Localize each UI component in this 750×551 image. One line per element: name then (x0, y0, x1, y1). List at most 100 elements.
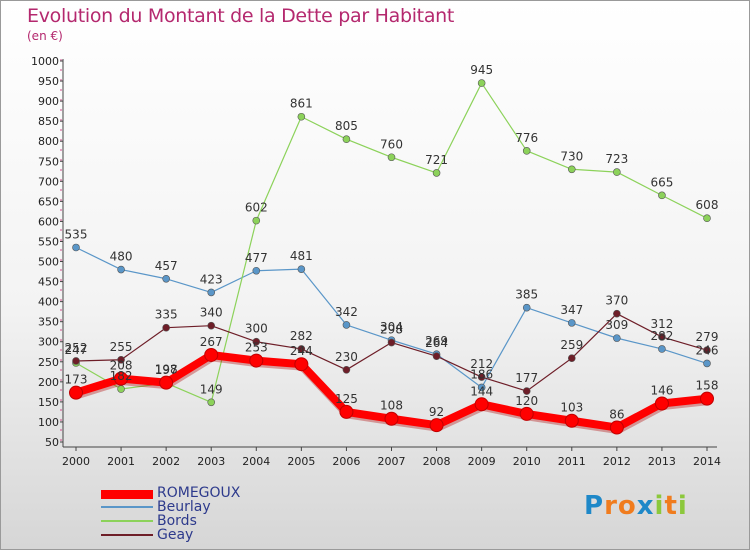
data-point-geay (522, 387, 531, 395)
data-label-beurlay: 535 (65, 227, 88, 241)
x-tick-label: 2011 (558, 455, 586, 468)
data-label-bords: 730 (560, 149, 583, 163)
data-point-beurlay (342, 321, 351, 329)
data-label-geay: 230 (335, 350, 358, 364)
legend-label-geay: Geay (157, 527, 194, 543)
data-point-geay (477, 373, 486, 381)
legend-item-beurlay: Beurlay (101, 499, 321, 515)
data-label-geay: 312 (650, 317, 673, 331)
data-label-geay: 370 (605, 294, 628, 308)
data-point-bords (297, 112, 306, 121)
series-line-bords (75, 82, 708, 403)
data-label-beurlay: 309 (605, 318, 628, 332)
y-tick-label: 350 (38, 316, 59, 329)
data-point-romegoux (609, 420, 624, 435)
data-label-geay: 252 (65, 341, 88, 355)
data-label-geay: 298 (380, 323, 403, 337)
y-tick-label: 800 (38, 135, 59, 148)
data-label-romegoux: 146 (650, 383, 673, 397)
data-point-bords (207, 398, 216, 407)
data-point-geay (613, 309, 621, 318)
data-point-geay (432, 352, 441, 360)
y-tick-label: 550 (38, 235, 59, 248)
data-point-geay (567, 354, 576, 362)
legend-swatch-bords (101, 520, 153, 522)
legend: ROMEGOUX Beurlay Bords Geay (101, 485, 321, 543)
y-tick-label: 950 (38, 75, 59, 88)
data-label-bords: 608 (696, 198, 719, 212)
x-tick-label: 2000 (62, 455, 90, 468)
data-label-beurlay: 269 (425, 334, 448, 348)
x-tick-label: 2001 (107, 455, 135, 468)
logo-letter: P (584, 491, 605, 521)
x-tick-label: 2007 (378, 455, 406, 468)
logo-letter: t (664, 491, 678, 521)
logo-letter: o (617, 491, 637, 521)
data-label-beurlay: 423 (200, 272, 223, 286)
data-label-bords: 247 (65, 343, 88, 357)
y-tick-label: 100 (38, 416, 59, 429)
x-tick-label: 2005 (287, 455, 315, 468)
y-tick-label: 450 (38, 276, 59, 289)
data-point-geay (117, 355, 125, 364)
data-label-bords: 721 (425, 153, 448, 167)
x-tick-label: 2014 (693, 455, 721, 468)
y-tick-label: 850 (38, 115, 59, 128)
data-label-geay: 177 (515, 371, 538, 385)
data-point-bords (522, 147, 531, 155)
data-label-beurlay: 186 (470, 367, 493, 381)
axes: 50 100 150 200 250 300 350 400 450 500 550 600 650 70… (31, 55, 721, 468)
data-point-romegoux (159, 375, 174, 390)
data-point-geay (72, 357, 80, 365)
data-point-romegoux (204, 347, 219, 362)
data-point-bords (477, 79, 486, 87)
chart-title: Evolution du Montant de la Dette par Hab… (27, 5, 455, 27)
data-label-romegoux: 244 (290, 344, 313, 358)
data-label-beurlay: 282 (650, 329, 673, 343)
data-point-romegoux (294, 357, 309, 372)
data-label-geay: 264 (425, 336, 448, 350)
data-label-geay: 335 (155, 308, 178, 322)
data-point-bords (703, 214, 711, 223)
proxiti-logo: Proxiti (584, 491, 688, 521)
y-tick-label: 200 (38, 376, 59, 389)
data-point-bords (613, 168, 621, 176)
data-point-geay (703, 346, 711, 354)
data-label-geay: 300 (245, 322, 268, 336)
data-point-bords (387, 153, 396, 162)
data-point-beurlay (207, 288, 216, 297)
data-point-bords (432, 169, 441, 177)
data-label-romegoux: 267 (200, 335, 223, 349)
legend-swatch-geay (101, 534, 153, 536)
data-point-romegoux (429, 418, 444, 433)
y-tick-label: 750 (38, 155, 59, 168)
data-label-bords: 182 (110, 369, 133, 383)
logo-letter: r (604, 491, 618, 521)
data-label-geay: 259 (560, 338, 583, 352)
data-label-beurlay: 304 (380, 320, 403, 334)
data-point-romegoux (384, 411, 399, 426)
data-point-bords (252, 216, 261, 225)
data-point-beurlay (567, 319, 576, 327)
legend-item-geay: Geay (101, 527, 321, 543)
data-point-romegoux (249, 353, 264, 368)
data-labels: 535 480 457 423 477 481 342 304 269 186 385 347 309 2… (65, 63, 719, 422)
x-tick-label: 2013 (648, 455, 676, 468)
y-tick-label: 700 (38, 175, 59, 188)
x-tick-label: 2008 (423, 455, 451, 468)
data-label-romegoux: 198 (155, 363, 178, 377)
y-tick-label: 1000 (31, 55, 59, 68)
data-label-bords: 723 (605, 152, 628, 166)
data-point-beurlay (658, 345, 666, 353)
y-tick-label: 150 (38, 396, 59, 409)
y-tick-label: 300 (38, 336, 59, 349)
logo-letter: x (636, 491, 655, 521)
data-label-bords: 805 (335, 119, 358, 133)
data-point-beurlay (613, 334, 621, 342)
x-tick-label: 2009 (468, 455, 496, 468)
data-label-bords: 602 (245, 201, 268, 215)
data-point-beurlay (252, 266, 261, 275)
data-label-bords: 197 (155, 363, 178, 377)
legend-label-romegoux: ROMEGOUX (157, 485, 241, 501)
x-tick-label: 2010 (513, 455, 541, 468)
